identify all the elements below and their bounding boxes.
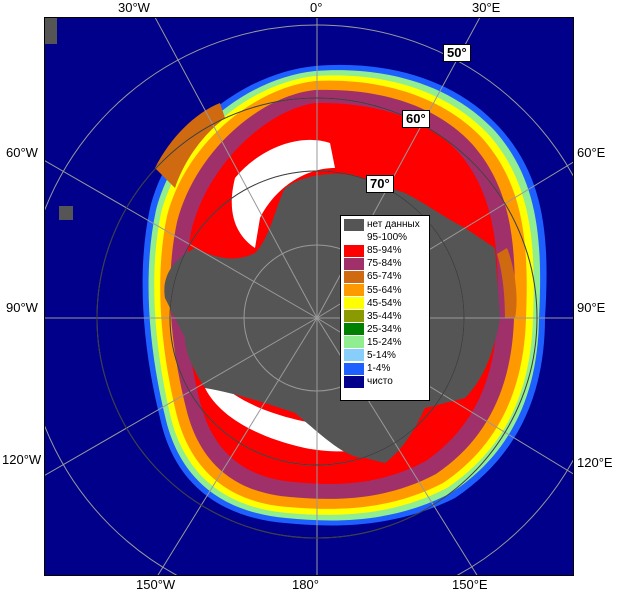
label-right-90e: 90°E — [577, 300, 606, 315]
legend-swatch — [344, 336, 364, 349]
legend-swatch — [344, 310, 364, 323]
label-left-60w: 60°W — [6, 145, 38, 160]
legend-swatch — [344, 257, 364, 270]
no-data-strip-top — [45, 18, 57, 44]
legend-swatch — [344, 375, 364, 388]
legend-item: 75-84% — [344, 257, 426, 270]
legend-swatch — [344, 231, 364, 244]
legend-label: 45-54% — [367, 297, 402, 309]
legend-label: 1-4% — [367, 363, 391, 375]
legend-label: 15-24% — [367, 336, 402, 348]
legend-label: 25-34% — [367, 323, 402, 335]
legend-swatch — [344, 362, 364, 375]
legend-label: 85-94% — [367, 245, 402, 257]
legend-item: 1-4% — [344, 362, 426, 375]
legend-item: 35-44% — [344, 310, 426, 323]
legend-swatch — [344, 218, 364, 231]
legend-item: нет данных — [344, 218, 426, 231]
latitude-label-50: 50° — [443, 44, 471, 62]
label-right-60e: 60°E — [577, 145, 606, 160]
map-frame — [44, 17, 574, 576]
legend-swatch — [344, 284, 364, 297]
no-data-patch-left — [59, 206, 73, 220]
label-right-120e: 120°E — [577, 455, 613, 470]
legend-label: 5-14% — [367, 349, 396, 361]
graticule-dark — [96, 97, 538, 539]
legend-label: 65-74% — [367, 271, 402, 283]
ice-patch-65-74-east — [497, 248, 517, 318]
legend-label: чисто — [367, 376, 393, 388]
legend-item: 95-100% — [344, 231, 426, 244]
legend-item: чисто — [344, 375, 426, 388]
legend-swatch — [344, 349, 364, 362]
legend-swatch — [344, 270, 364, 283]
ice-patch-65-74-west — [155, 103, 225, 188]
legend-swatch — [344, 244, 364, 257]
legend-item: 85-94% — [344, 244, 426, 257]
legend-swatch — [344, 323, 364, 336]
legend-item: 65-74% — [344, 270, 426, 283]
label-bottom-150e: 150°E — [452, 577, 488, 592]
label-top-0: 0° — [310, 0, 323, 15]
label-left-120w: 120°W — [2, 452, 42, 467]
label-left-90w: 90°W — [6, 300, 38, 315]
legend: нет данных 95-100% 85-94% 75-84% 65-74% … — [340, 215, 430, 401]
legend-item: 25-34% — [344, 323, 426, 336]
legend-label: 75-84% — [367, 258, 402, 270]
legend-label: нет данных — [367, 219, 420, 231]
legend-label: 35-44% — [367, 310, 402, 322]
legend-label: 95-100% — [367, 232, 408, 244]
label-bottom-150w: 150°W — [136, 577, 176, 592]
label-top-30e: 30°E — [472, 0, 501, 15]
legend-item: 5-14% — [344, 349, 426, 362]
legend-label: 55-64% — [367, 284, 402, 296]
legend-item: 15-24% — [344, 336, 426, 349]
sea-ice-map — [45, 18, 573, 575]
ice-band-95-100 — [231, 139, 335, 248]
legend-item: 55-64% — [344, 283, 426, 297]
label-bottom-180: 180° — [292, 577, 319, 592]
label-top-30w: 30°W — [118, 0, 150, 15]
latitude-label-70: 70° — [366, 175, 394, 193]
legend-item: 45-54% — [344, 297, 426, 310]
latitude-label-60: 60° — [402, 110, 430, 128]
legend-swatch — [344, 297, 364, 310]
